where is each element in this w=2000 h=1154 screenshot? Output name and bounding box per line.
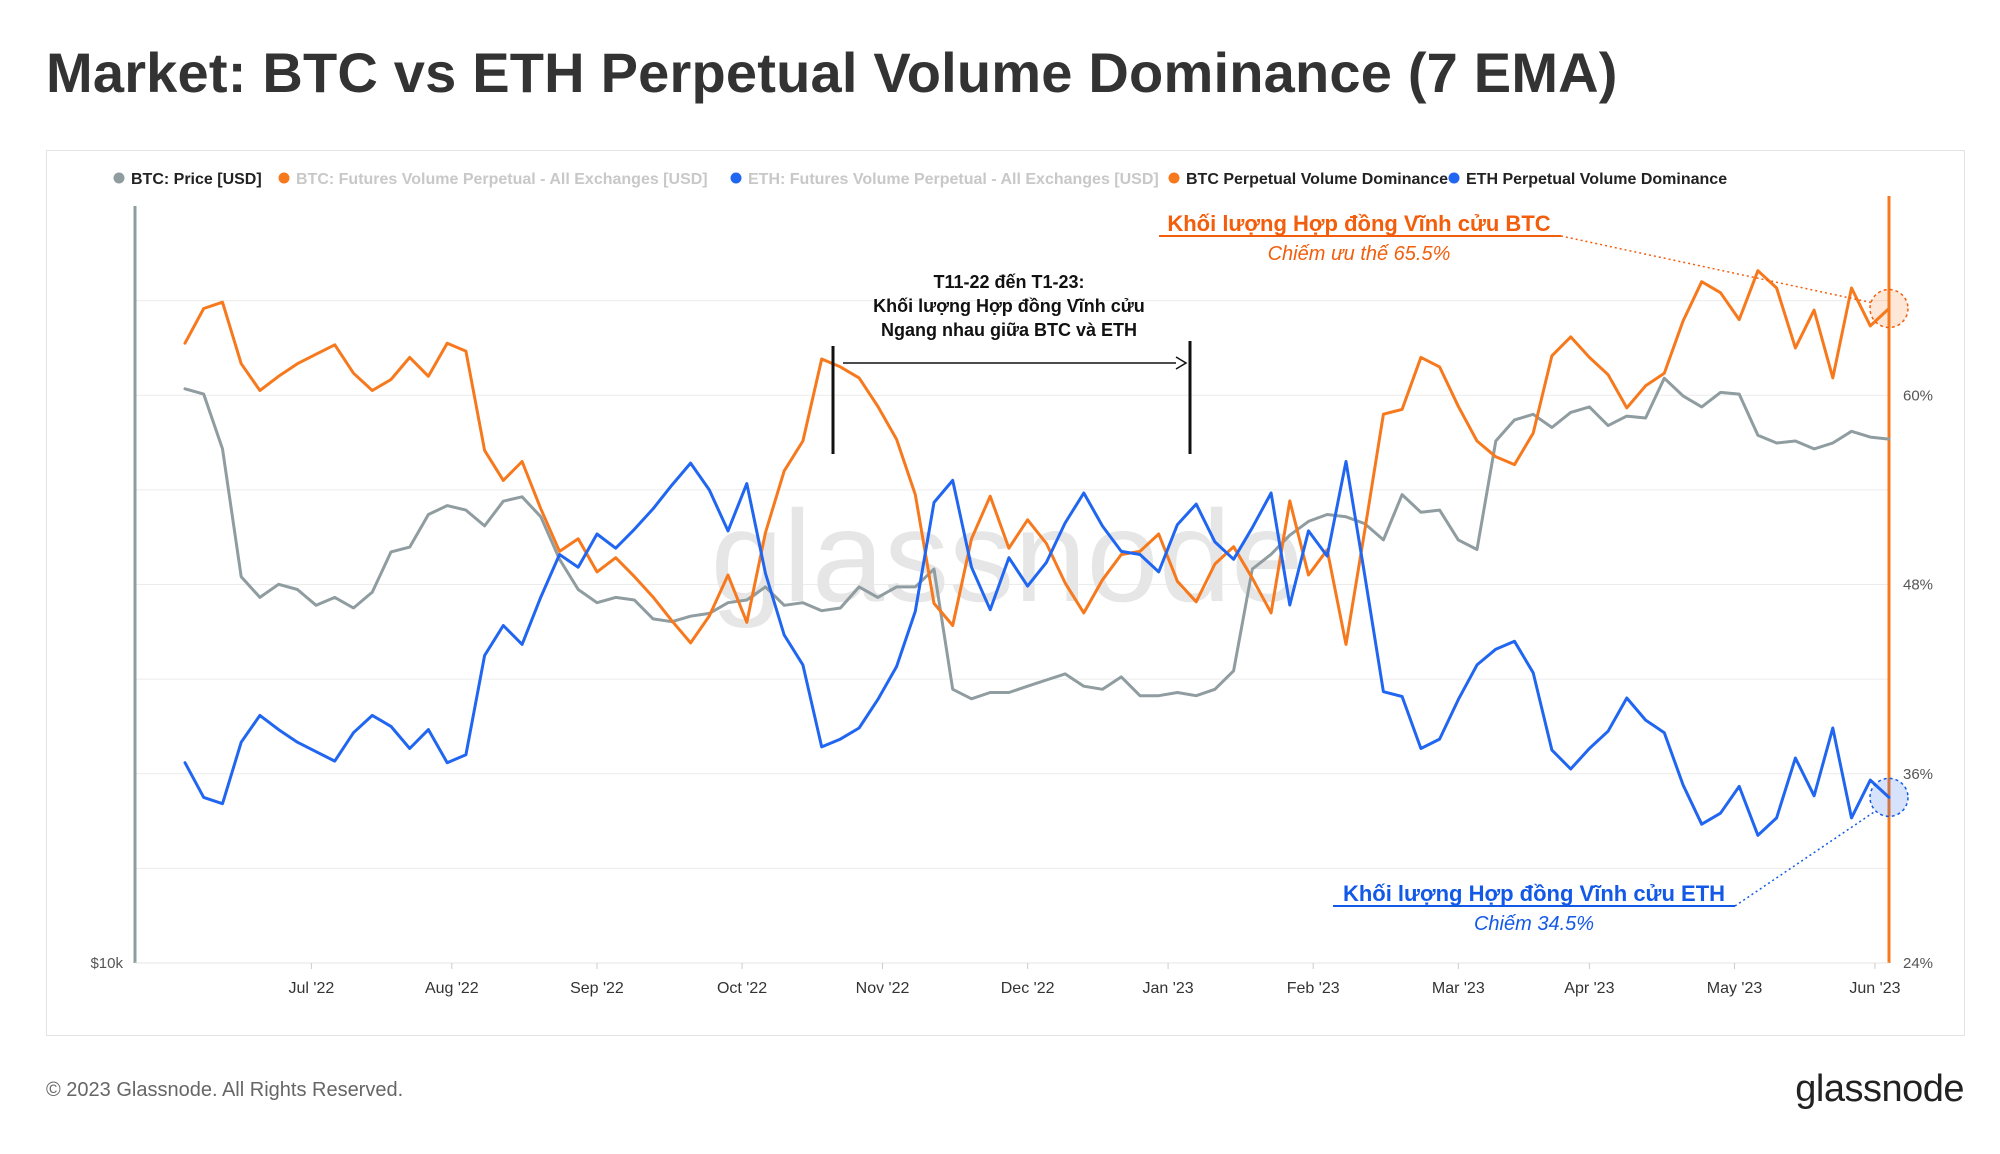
y-right-tick-label: 24% — [1903, 955, 1933, 972]
x-tick-label: Dec '22 — [1001, 980, 1055, 997]
y-right-tick-label: 48% — [1903, 577, 1933, 594]
range-annotation-line: Ngang nhau giữa BTC và ETH — [881, 320, 1137, 340]
x-tick-label: Apr '23 — [1564, 980, 1614, 997]
legend-dot — [278, 172, 290, 184]
legend-label: BTC: Futures Volume Perpetual - All Exch… — [296, 171, 708, 188]
legend-dot — [730, 172, 742, 184]
btc-end-highlight — [1869, 288, 1909, 329]
legend-dot — [113, 172, 125, 184]
y-left-tick-label: $10k — [90, 955, 123, 972]
eth-annotation-title: Khối lượng Hợp đồng Vĩnh cửu ETH — [1343, 881, 1725, 906]
x-tick-label: May '23 — [1707, 980, 1763, 997]
eth-end-highlight — [1869, 777, 1909, 818]
btc-annotation-subtitle: Chiếm ưu thế 65.5% — [1268, 243, 1451, 265]
annotation-layer: Khối lượng Hợp đồng Vĩnh cửu BTC Chiếm ưu… — [831, 211, 1909, 935]
legend-item[interactable]: BTC: Futures Volume Perpetual - All Exch… — [278, 171, 708, 188]
btc-annotation-leader — [1560, 235, 1872, 304]
range-annotation-line: Khối lượng Hợp đồng Vĩnh cửu — [873, 296, 1145, 316]
legend-dot — [1168, 172, 1180, 184]
btc-price-usd-line — [183, 376, 1891, 701]
eth-annotation-leader — [1734, 810, 1876, 907]
btc-annotation-title: Khối lượng Hợp đồng Vĩnh cửu BTC — [1167, 211, 1550, 236]
x-tick-label: Aug '22 — [425, 980, 479, 997]
chart-panel: glassnode 24% 36% 48% 60% $10k Jul '22 Aug '22… — [46, 150, 1965, 1036]
legend-item[interactable]: ETH Perpetual Volume Dominance — [1448, 171, 1728, 188]
legend: BTC: Price [USD] BTC: Futures Volume Perp… — [113, 171, 1728, 188]
grid-layer — [135, 300, 1889, 869]
legend-label: ETH Perpetual Volume Dominance — [1466, 171, 1727, 188]
eth-annotation-subtitle: Chiếm 34.5% — [1474, 913, 1594, 935]
series-layer — [183, 269, 1891, 837]
legend-label: BTC: Price [USD] — [131, 171, 262, 188]
watermark: glassnode — [711, 483, 1304, 629]
x-tick-label: Oct '22 — [717, 980, 767, 997]
legend-item[interactable]: ETH: Futures Volume Perpetual - All Exch… — [730, 171, 1159, 188]
y-right-tick-label: 36% — [1903, 766, 1933, 783]
range-arrow-head — [1175, 356, 1188, 370]
legend-label: BTC Perpetual Volume Dominance — [1186, 171, 1448, 188]
x-tick-label: Feb '23 — [1287, 980, 1340, 997]
legend-item[interactable]: BTC Perpetual Volume Dominance — [1168, 171, 1449, 188]
range-annotation-line: T11-22 đến T1-23: — [933, 272, 1084, 292]
x-tick-label: Jul '22 — [289, 980, 335, 997]
x-tick-label: Sep '22 — [570, 980, 624, 997]
legend-item[interactable]: BTC: Price [USD] — [113, 171, 262, 188]
legend-label: ETH: Futures Volume Perpetual - All Exch… — [748, 171, 1159, 188]
copyright-text: © 2023 Glassnode. All Rights Reserved. — [46, 1079, 404, 1101]
x-tick-label: Nov '22 — [856, 980, 910, 997]
legend-dot — [1448, 172, 1460, 184]
btc-perpetual-volume-dominance-line — [183, 269, 1891, 646]
y-right-tick-label: 60% — [1903, 387, 1933, 404]
x-tick-label: Mar '23 — [1432, 980, 1485, 997]
x-tick-label: Jan '23 — [1143, 980, 1194, 997]
page-title: Market: BTC vs ETH Perpetual Volume Domi… — [46, 41, 1618, 104]
x-tick-label: Jun '23 — [1849, 980, 1900, 997]
glassnode-logo[interactable]: glassnode — [1795, 1068, 1964, 1110]
eth-perpetual-volume-dominance-line — [183, 460, 1891, 837]
axis-layer: 24% 36% 48% 60% $10k Jul '22 Aug '22 Sep '22 Oct… — [90, 196, 1933, 997]
chart: glassnode 24% 36% 48% 60% $10k Jul '22 Aug '22… — [90, 171, 1933, 997]
